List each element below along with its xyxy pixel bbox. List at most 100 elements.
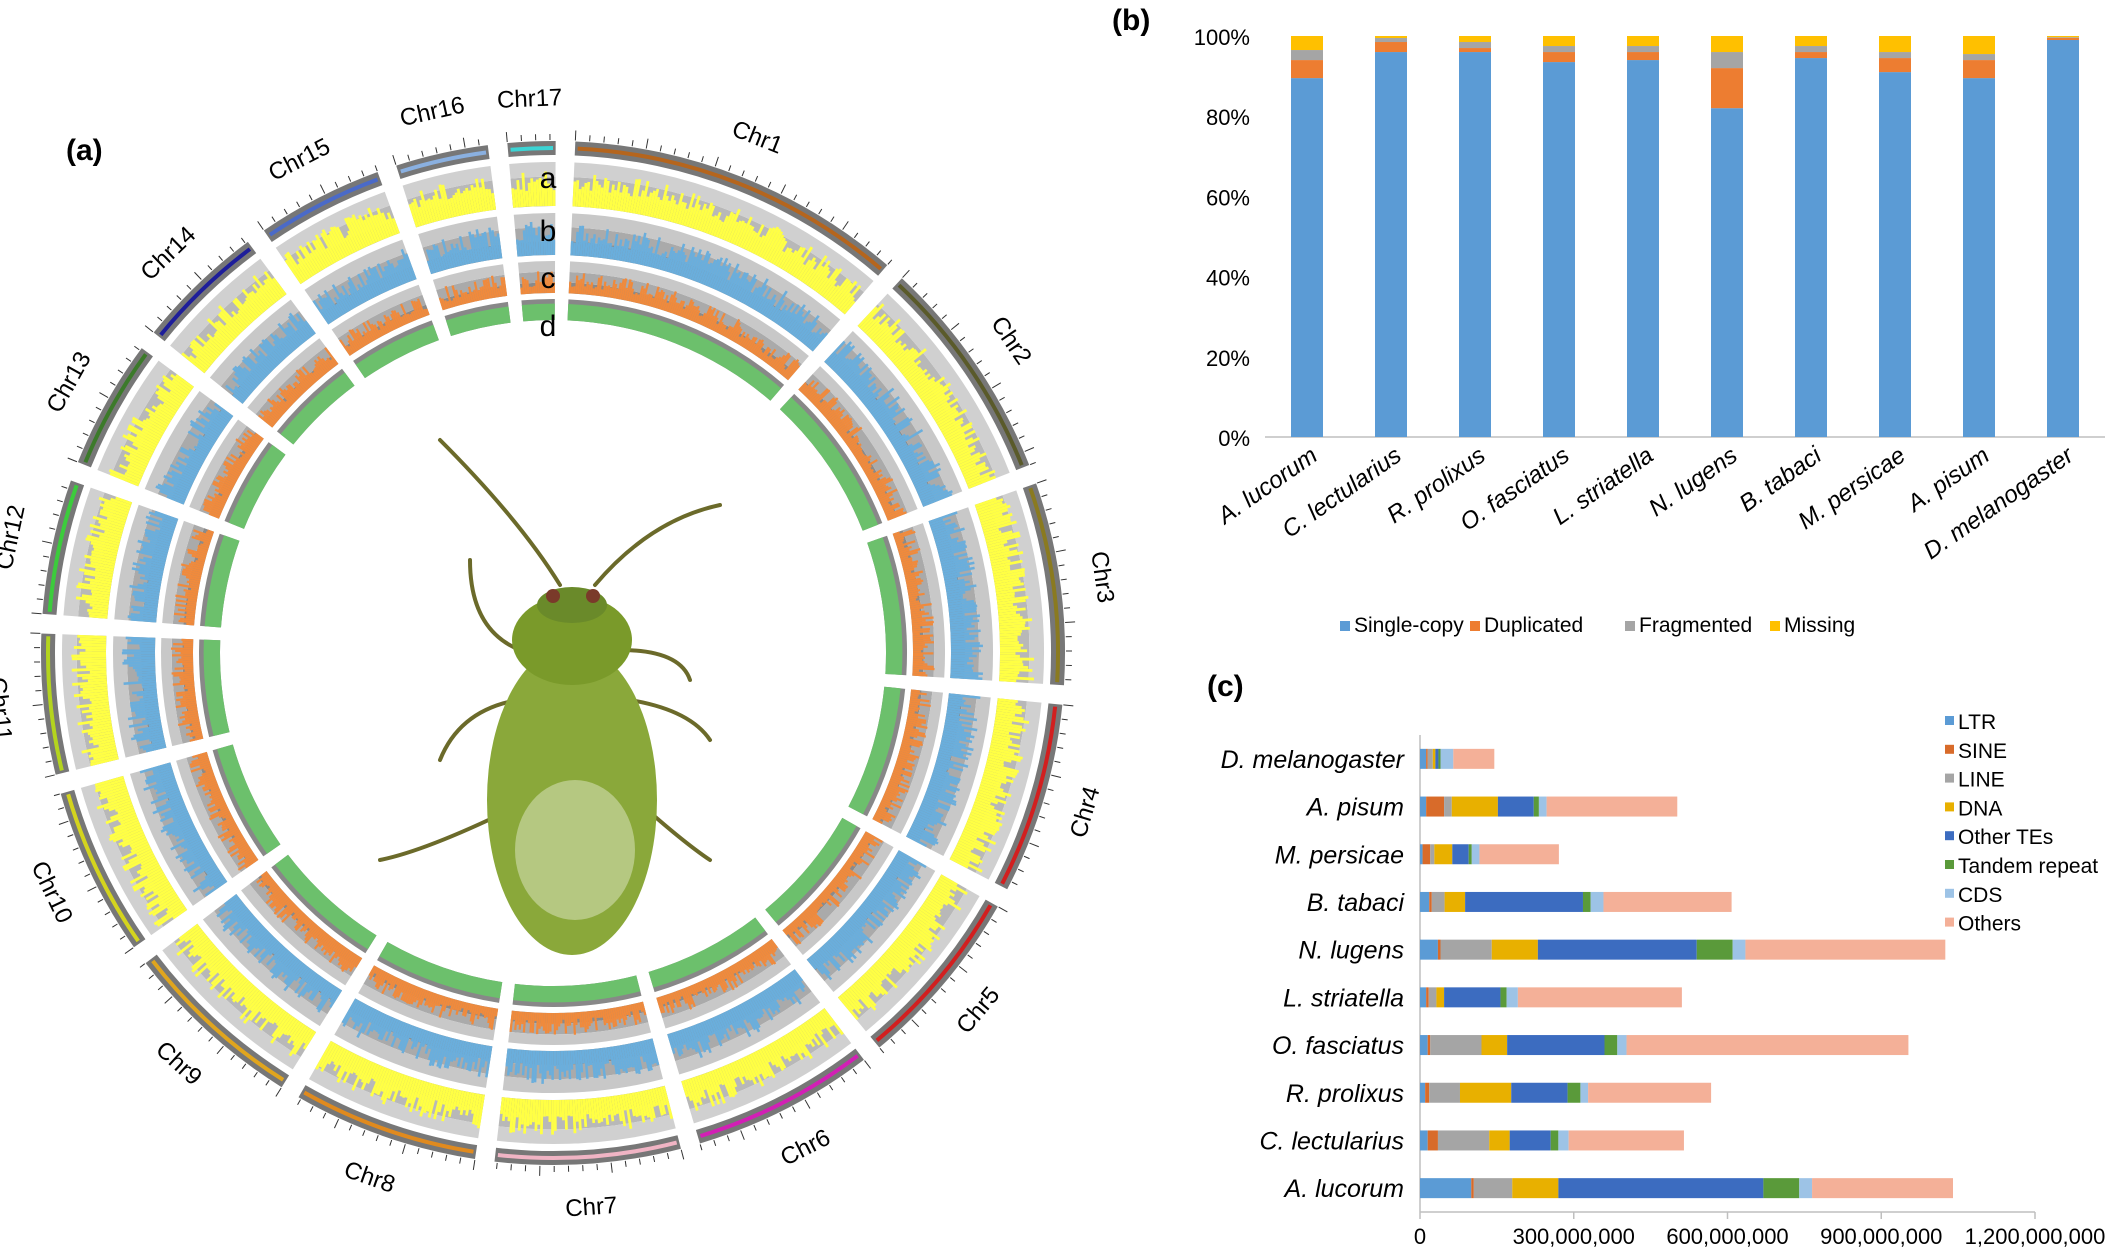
track-c-signal — [633, 292, 638, 303]
track-b-signal — [384, 1018, 397, 1042]
track-a-signal — [590, 174, 597, 208]
track-b-signal — [317, 985, 337, 1013]
track-c-signal — [672, 991, 680, 1008]
track-c-signal — [211, 499, 225, 507]
track-a-signal — [215, 330, 231, 346]
track-b-signal — [432, 244, 443, 272]
track-b-signal — [159, 528, 174, 535]
track-b-signal — [895, 443, 909, 453]
track-b-signal — [197, 442, 211, 452]
track-c-signal — [678, 989, 683, 997]
track-a-signal — [75, 596, 110, 603]
track-a-signal — [649, 1088, 657, 1108]
track-b-background — [209, 299, 300, 387]
track-a-signal — [81, 643, 107, 647]
track-b-signal — [945, 716, 960, 721]
track-b-signal — [727, 271, 742, 297]
track-c-signal — [200, 543, 210, 548]
track-c-signal — [547, 1012, 550, 1034]
track-b-signal — [382, 270, 393, 290]
track-b-signal — [483, 231, 491, 261]
track-b-signal — [150, 791, 181, 805]
track-c-signal — [409, 313, 415, 322]
track-c-signal — [244, 851, 254, 859]
track-c-signal — [675, 300, 684, 316]
track-c-signal — [566, 1012, 569, 1026]
track-c-background — [247, 338, 326, 415]
track-a-signal — [949, 437, 966, 449]
track-c-signal — [912, 673, 928, 677]
track-a-signal — [176, 931, 206, 956]
track-c-signal — [802, 385, 813, 396]
track-c-signal — [773, 354, 786, 370]
track-c-signal — [337, 949, 350, 966]
track-a-signal — [460, 193, 468, 215]
track-c-signal — [848, 439, 860, 449]
track-c-background — [569, 261, 809, 365]
track-c-signal — [184, 715, 199, 721]
track-c-signal — [873, 478, 894, 491]
track-c-signal — [404, 984, 414, 1003]
track-c-signal — [909, 598, 917, 602]
track-a-signal — [906, 368, 924, 383]
tick-mark — [38, 584, 45, 586]
track-c-signal — [853, 450, 863, 458]
track-c-signal — [183, 589, 199, 594]
track-b-signal — [925, 792, 957, 807]
track-a-signal — [92, 733, 114, 740]
track-c-signal — [908, 592, 925, 598]
track-b-signal — [700, 1021, 711, 1043]
track-c-signal — [909, 703, 919, 708]
track-c-signal — [464, 291, 470, 304]
track-a-signal — [465, 187, 473, 214]
bar-line-2 — [1430, 844, 1435, 865]
track-b-signal — [485, 1045, 493, 1078]
tick-mark — [322, 1112, 327, 1119]
track-a-signal — [408, 203, 419, 228]
track-c-signal — [908, 710, 915, 714]
track-b-signal — [939, 553, 955, 560]
tick-mark — [296, 201, 301, 208]
tick-mark — [57, 807, 65, 810]
track-c-signal — [622, 1005, 628, 1021]
track-b-signal — [286, 326, 303, 346]
track-b-signal — [706, 1019, 715, 1035]
bar-single-copy-5 — [1711, 108, 1743, 438]
track-b-signal — [718, 271, 731, 293]
track-c-signal — [912, 641, 934, 644]
track-a-signal — [270, 1008, 284, 1025]
bar-missing-2 — [1459, 36, 1491, 43]
track-a-signal — [680, 208, 689, 226]
track-b-signal — [246, 929, 269, 950]
legend-label: CDS — [1958, 884, 2002, 907]
track-a-signal — [252, 283, 272, 308]
track-a-signal — [148, 412, 169, 427]
track-a-signal — [778, 247, 793, 269]
legend-label: Other TEs — [1958, 826, 2053, 849]
track-a-signal — [838, 284, 862, 311]
track-c-signal — [340, 951, 354, 970]
track-b-signal — [294, 969, 314, 994]
track-b-signal — [539, 1050, 543, 1074]
track-a-signal — [520, 1098, 526, 1125]
track-b-signal — [842, 924, 865, 946]
track-a-signal — [865, 971, 889, 995]
track-c-signal — [189, 726, 201, 731]
track-a-signal — [527, 182, 532, 207]
bar-others-7 — [1588, 1082, 1712, 1103]
track-c-signal — [222, 462, 242, 475]
track-c-signal — [859, 840, 870, 848]
track-b-signal — [860, 903, 873, 914]
track-a-signal — [746, 1054, 765, 1087]
track-c-signal — [275, 895, 289, 908]
track-b-signal — [193, 860, 215, 875]
track-a-signal — [976, 792, 1007, 805]
tick-mark — [477, 139, 480, 146]
tick-mark — [754, 175, 759, 182]
track-a-signal — [505, 1097, 510, 1118]
track-a-signal — [264, 1003, 278, 1020]
track-c-signal — [786, 364, 801, 381]
track-b-signal — [764, 989, 781, 1013]
track-b-background — [833, 341, 950, 502]
bar-tandem-repeat-0 — [1438, 748, 1441, 769]
